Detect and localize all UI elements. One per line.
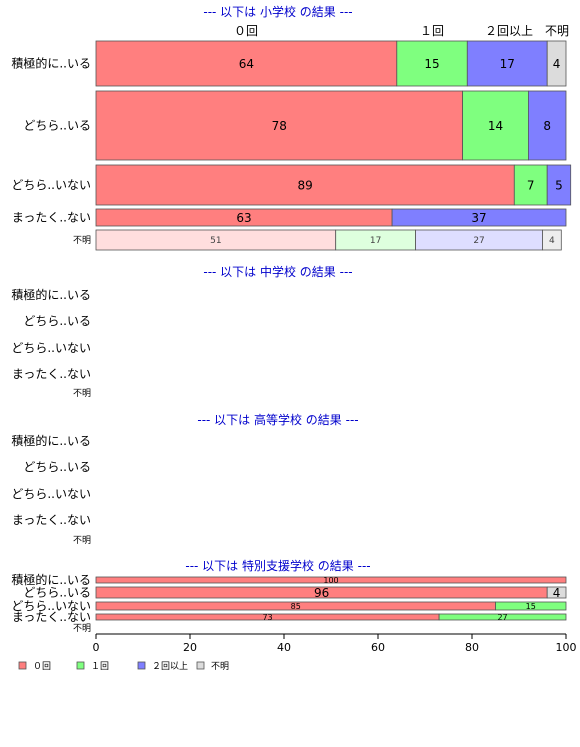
legend-label: 不明 [211, 661, 229, 672]
panel-title: --- 以下は 小学校 の結果 --- [203, 4, 352, 19]
data-label: 64 [239, 57, 254, 71]
data-label: 63 [236, 211, 251, 225]
bar-segment [542, 229, 562, 251]
panel-title: --- 以下は 高等学校 の結果 --- [197, 412, 358, 427]
data-label: 37 [471, 211, 486, 225]
bar-segment [466, 40, 548, 87]
data-label: 14 [488, 119, 503, 133]
x-tick-label: 20 [183, 641, 197, 654]
row-label: どちら..いない [11, 487, 91, 501]
bar-segment [95, 90, 464, 161]
legend-swatch [18, 661, 27, 670]
bar-segment [95, 164, 515, 206]
data-label: 4 [549, 236, 555, 246]
row-label: 不明 [73, 388, 91, 399]
x-tick-label: 100 [556, 641, 577, 654]
legend-label: ２回以上 [152, 661, 188, 672]
row-label: 積極的に..いる [11, 572, 91, 587]
row-label: まったく..ない [12, 513, 91, 527]
bar-segment [513, 164, 548, 206]
bar-segment [95, 40, 398, 87]
panel-title: --- 以下は 中学校 の結果 --- [203, 264, 352, 279]
data-label: 73 [262, 613, 272, 622]
row-label: どちら..いない [11, 599, 91, 613]
bar-segment [438, 613, 567, 621]
data-label: 4 [553, 57, 561, 71]
panel-title: --- 以下は 特別支援学校 の結果 --- [185, 558, 370, 573]
data-label: 96 [314, 586, 329, 600]
row-label: 積極的に..いる [11, 56, 91, 71]
legend-label: １回 [91, 661, 109, 672]
bar-segment [528, 90, 567, 161]
data-label: 8 [543, 119, 551, 133]
bar-segment [95, 576, 567, 584]
row-label: どちら..いる [23, 586, 91, 600]
bar-segment [546, 40, 567, 87]
data-label: 85 [291, 602, 301, 611]
row-label: どちら..いる [23, 314, 91, 328]
bar-segment [546, 586, 567, 599]
row-label: どちら..いない [11, 178, 91, 192]
data-label: 27 [497, 613, 507, 622]
top-column-label: ０回 [234, 24, 258, 38]
legend-swatch [196, 661, 205, 670]
row-label: 不明 [73, 235, 91, 246]
bar-segment [391, 208, 567, 227]
data-label: 17 [370, 236, 381, 246]
data-label: 78 [272, 119, 287, 133]
bar-segment [495, 601, 567, 611]
row-label: 積極的に..いる [11, 287, 91, 302]
row-label: 不明 [73, 623, 91, 634]
row-label: どちら..いない [11, 341, 91, 355]
data-label: 7 [527, 178, 535, 192]
row-label: どちら..いる [23, 460, 91, 474]
data-label: 27 [473, 236, 484, 246]
top-column-label: 不明 [545, 24, 569, 38]
row-label: まったく..ない [12, 610, 91, 624]
row-label: 不明 [73, 535, 91, 546]
legend-swatch [76, 661, 85, 670]
x-tick-label: 0 [93, 641, 100, 654]
row-label: まったく..ない [12, 211, 91, 225]
legend-swatch [137, 661, 146, 670]
top-column-label: ２回以上 [485, 24, 533, 38]
row-label: まったく..ない [12, 367, 91, 381]
x-tick-label: 40 [277, 641, 291, 654]
data-label: 100 [323, 576, 338, 585]
row-label: 積極的に..いる [11, 433, 91, 448]
bar-segment [396, 40, 468, 87]
x-tick-label: 80 [465, 641, 479, 654]
x-tick-label: 60 [371, 641, 385, 654]
data-label: 4 [553, 586, 561, 600]
data-label: 89 [298, 178, 313, 192]
top-column-label: １回 [420, 24, 444, 38]
data-label: 51 [210, 236, 221, 246]
data-label: 15 [526, 602, 536, 611]
legend-label: ０回 [33, 661, 51, 672]
bar-segment [462, 90, 529, 161]
data-label: 17 [500, 57, 515, 71]
data-label: 5 [555, 178, 563, 192]
data-label: 15 [424, 57, 439, 71]
bar-segment [546, 164, 572, 206]
row-label: どちら..いる [23, 119, 91, 133]
